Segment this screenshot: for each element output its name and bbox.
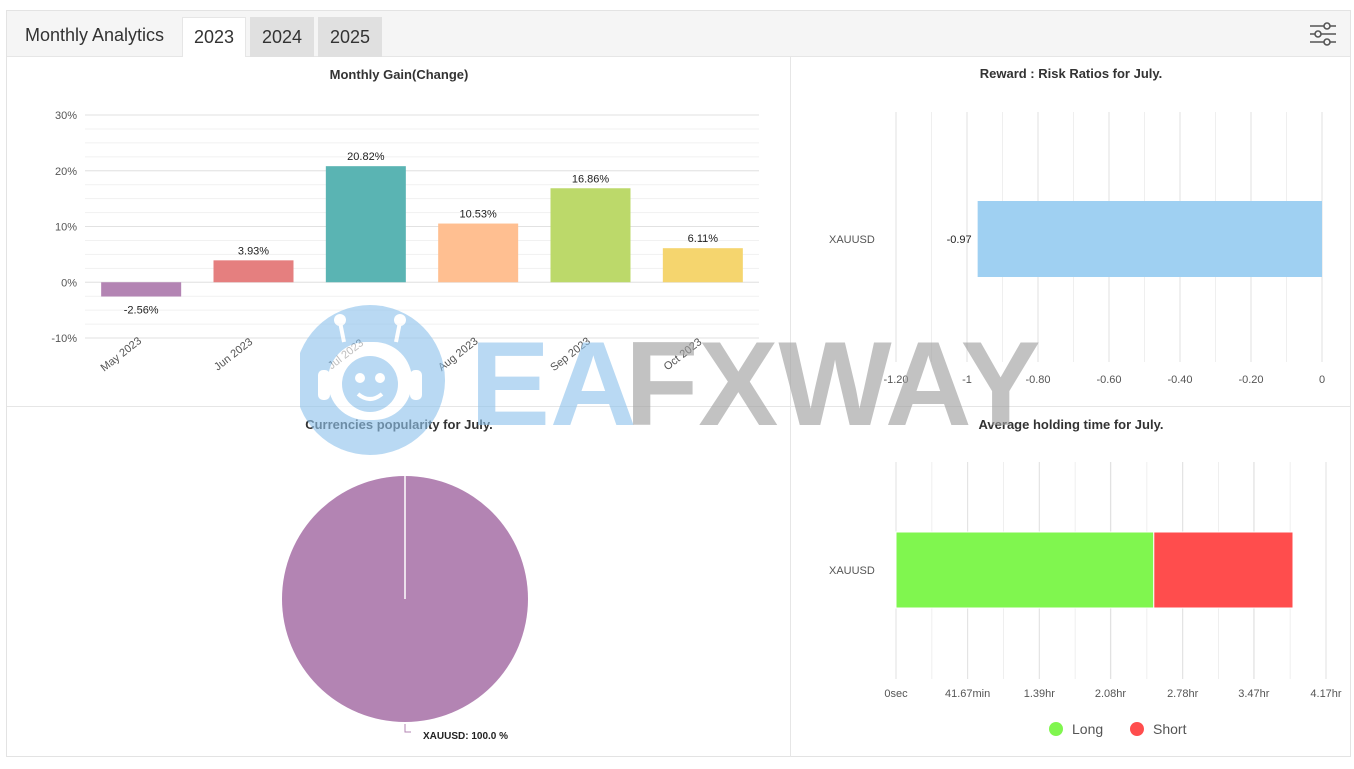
- x-tick-label: 1.39hr: [1024, 688, 1056, 700]
- legend-label[interactable]: Short: [1153, 721, 1187, 737]
- monthly-gain-chart: Monthly Gain(Change) 30% 20% 10% 0% -10% -2.…: [51, 67, 759, 374]
- bar-value-label: 16.86%: [572, 173, 610, 185]
- y-category-label: XAUUSD: [829, 565, 875, 577]
- y-tick-label: 0%: [61, 277, 77, 289]
- monthly-gain-title: Monthly Gain(Change): [330, 67, 469, 82]
- x-tick-label: 4.17hr: [1310, 688, 1342, 700]
- pie-label-connector: [404, 724, 411, 733]
- x-tick-label: 3.47hr: [1238, 688, 1270, 700]
- x-tick-label: -1: [962, 374, 972, 386]
- bar-value-label: -0.97: [947, 234, 972, 246]
- legend-label[interactable]: Long: [1072, 721, 1103, 737]
- bar-value-label: 6.11%: [688, 233, 719, 245]
- bar[interactable]: [662, 248, 743, 283]
- x-tick-label: -0.60: [1096, 374, 1121, 386]
- filter-settings-button[interactable]: [1307, 19, 1339, 49]
- tab-2024[interactable]: 2024: [250, 17, 314, 57]
- bar-value-label: 3.93%: [238, 245, 269, 257]
- x-tick-label: 2.78hr: [1167, 688, 1199, 700]
- x-tick-label: 2.08hr: [1095, 688, 1127, 700]
- bar[interactable]: [325, 166, 406, 283]
- currency-popularity-chart: Currencies popularity for July. XAUUSD: …: [282, 417, 528, 742]
- y-category-label: XAUUSD: [829, 234, 875, 246]
- y-tick-label: 20%: [55, 166, 77, 178]
- y-tick-label: 10%: [55, 222, 77, 234]
- y-tick-label: 30%: [55, 110, 77, 122]
- currency-popularity-title: Currencies popularity for July.: [305, 417, 493, 432]
- x-tick-label: Sep 2023: [548, 335, 593, 373]
- holding-time-chart: Average holding time for July. 0sec 41.67…: [829, 417, 1342, 737]
- x-tick-label: -0.40: [1167, 374, 1192, 386]
- bar-value-label: 10.53%: [460, 209, 498, 221]
- bar[interactable]: [550, 188, 631, 283]
- page-title: Monthly Analytics: [25, 25, 165, 45]
- bar-value-label: -2.56%: [124, 305, 159, 317]
- reward-risk-chart: Reward : Risk Ratios for July. -1.20 -1 -0…: [829, 66, 1325, 386]
- pie-slice-label: XAUUSD: 100.0 %: [423, 731, 508, 742]
- x-tick-label: -0.20: [1238, 374, 1263, 386]
- x-tick-label: -0.80: [1025, 374, 1050, 386]
- x-tick-label: -1.20: [883, 374, 908, 386]
- legend-marker[interactable]: [1049, 722, 1063, 736]
- x-tick-label: 0sec: [884, 688, 908, 700]
- analytics-panel: Monthly Analytics 2023 2024 2025 Monthly…: [6, 10, 1351, 757]
- x-tick-label: Jul 2023: [326, 337, 366, 372]
- sliders-icon: [1310, 22, 1336, 46]
- bar[interactable]: [438, 223, 519, 283]
- bar[interactable]: [977, 201, 1322, 277]
- x-tick-label: May 2023: [99, 335, 144, 374]
- stacked-bar-segment[interactable]: [895, 531, 1155, 609]
- x-tick-label: Jun 2023: [212, 336, 255, 373]
- vertical-divider: [790, 57, 791, 757]
- tab-2025[interactable]: 2025: [318, 17, 382, 57]
- bar[interactable]: [101, 282, 182, 297]
- x-tick-label: Oct 2023: [662, 336, 705, 373]
- analytics-header: Monthly Analytics 2023 2024 2025: [7, 11, 1350, 57]
- stacked-bar-segment[interactable]: [1153, 531, 1294, 609]
- holding-time-title: Average holding time for July.: [979, 417, 1164, 432]
- x-tick-label: 41.67min: [945, 688, 990, 700]
- bar[interactable]: [213, 260, 294, 283]
- horizontal-divider: [7, 406, 1350, 407]
- x-tick-label: 0: [1319, 374, 1325, 386]
- legend-marker[interactable]: [1130, 722, 1144, 736]
- tab-2023[interactable]: 2023: [182, 17, 246, 57]
- bar-value-label: 20.82%: [347, 151, 385, 163]
- y-tick-label: -10%: [51, 333, 77, 345]
- x-tick-label: Aug 2023: [436, 335, 481, 373]
- reward-risk-title: Reward : Risk Ratios for July.: [980, 66, 1163, 81]
